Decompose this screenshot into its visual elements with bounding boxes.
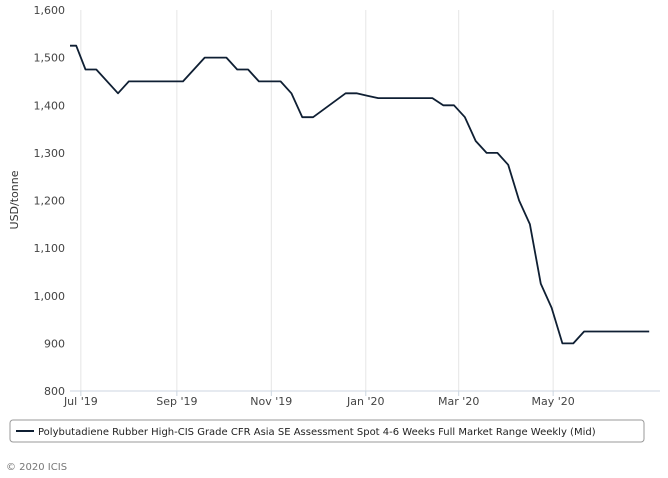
y-tick-label: 800 (44, 385, 65, 398)
y-tick-label: 1,300 (34, 147, 66, 160)
x-tick-label: Jan '20 (346, 395, 384, 408)
y-tick-label: 1,600 (34, 4, 66, 17)
plot-area (70, 10, 660, 391)
y-tick-label: 1,500 (34, 52, 66, 65)
y-tick-label: 900 (44, 337, 65, 350)
legend-box (9, 419, 645, 443)
y-tick-label: 1,400 (34, 99, 66, 112)
x-tick-label: Sep '19 (156, 395, 197, 408)
x-axis-ticks: Jul '19 Sep '19 Nov '19 Jan '20 Mar '20 May '… (63, 391, 575, 408)
x-tick-label: Jul '19 (63, 395, 98, 408)
series-line-0 (70, 44, 650, 345)
copyright-credit: © 2020 ICIS (6, 462, 67, 473)
x-tick-label: Mar '20 (438, 395, 479, 408)
x-tick-label: Nov '19 (250, 395, 292, 408)
x-tick-label: May '20 (532, 395, 575, 408)
series-layer (70, 44, 650, 345)
grid-lines (80, 10, 554, 391)
y-tick-label: 1,100 (34, 242, 66, 255)
y-axis-ticks: 800 900 1,000 1,100 1,200 1,300 1,400 1,500 1,60… (34, 4, 66, 398)
y-axis-label: USD/tonne (8, 170, 21, 229)
y-tick-label: 1,200 (34, 195, 66, 208)
y-tick-label: 1,000 (34, 290, 66, 303)
legend-entry: Polybutadiene Rubber High-CIS Grade CFR … (38, 427, 596, 438)
